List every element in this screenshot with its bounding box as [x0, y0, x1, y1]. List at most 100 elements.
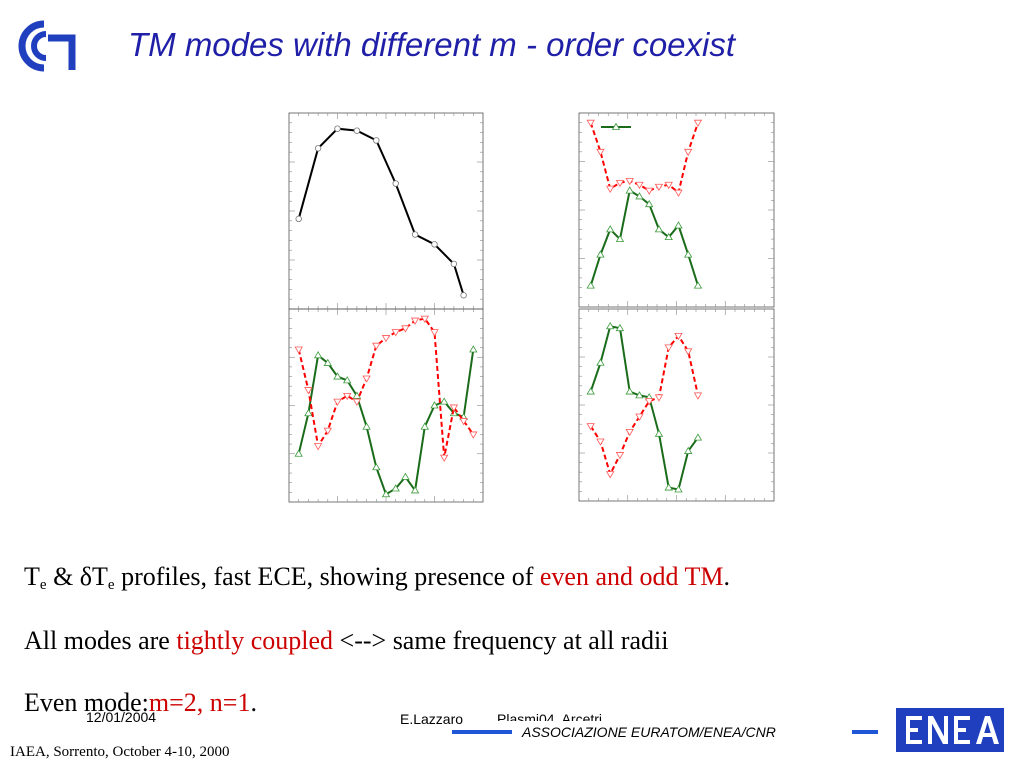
data-point	[401, 325, 410, 333]
data-point	[693, 392, 703, 400]
data-point	[381, 335, 391, 343]
cnr-logo	[18, 20, 76, 72]
panel-frame	[288, 112, 484, 310]
caption-te: T	[24, 562, 40, 591]
data-point	[615, 323, 625, 332]
enea-logo	[896, 708, 1004, 752]
data-point	[654, 183, 664, 192]
caption-frequency-text: <--> same frequency at all radii	[333, 626, 669, 655]
caption-line-2: All modes are tightly coupled <--> same …	[24, 626, 668, 656]
series-line-1	[589, 325, 699, 491]
data-point	[606, 225, 615, 233]
panel-bottom-left	[288, 308, 484, 503]
data-point	[343, 392, 352, 401]
caption-even-mode-text: Even mode:	[24, 688, 149, 717]
data-point	[392, 180, 399, 187]
data-point	[654, 225, 664, 233]
footer-event: Plasmi04, Arcetri	[497, 711, 603, 721]
caption-line-1: Te & δTe profiles, fast ECE, showing pre…	[24, 562, 730, 594]
caption-modes-text: All modes are	[24, 626, 177, 655]
caption-mode-numbers-highlight: m=2, n=1	[148, 688, 251, 717]
panel-bottom-right	[578, 308, 775, 502]
panel-top-right	[578, 112, 775, 308]
footer-bar-left	[452, 730, 512, 734]
data-point	[684, 250, 693, 258]
data-point	[625, 387, 634, 395]
data-point	[373, 137, 380, 144]
series-line-2	[589, 122, 699, 195]
data-point	[674, 189, 683, 197]
data-point	[645, 398, 654, 406]
data-point	[596, 250, 605, 258]
data-point	[664, 344, 673, 352]
footer-author: E.Lazzaro	[400, 711, 464, 727]
caption-dte: & δT	[46, 562, 108, 591]
data-point	[391, 329, 400, 337]
data-point	[333, 398, 342, 406]
data-point	[596, 438, 605, 446]
data-point	[430, 329, 439, 337]
data-point	[615, 234, 625, 243]
slide-title: TM modes with different m - order coexis…	[128, 26, 736, 63]
series-line-1	[297, 349, 475, 496]
data-point	[343, 376, 352, 384]
footer-conference: IAEA, Sorrento, October 4-10, 2000	[10, 744, 230, 760]
data-point	[596, 358, 605, 366]
data-point	[635, 391, 644, 399]
data-point	[420, 422, 429, 430]
caption-te-sub: e	[39, 577, 47, 593]
data-point	[645, 187, 654, 195]
data-point	[304, 387, 313, 395]
data-point	[352, 398, 362, 406]
caption-coupled-highlight: tightly coupled	[176, 626, 334, 655]
data-point	[440, 454, 449, 462]
panel-frame	[578, 112, 775, 308]
data-point	[430, 401, 439, 409]
data-point	[586, 281, 595, 289]
data-point	[362, 422, 371, 430]
data-point	[295, 215, 302, 223]
data-point	[674, 485, 683, 493]
footer-association: ASSOCIAZIONE EURATOM/ENEA/CNR	[522, 724, 776, 740]
data-point	[586, 387, 595, 395]
caption-even-odd-highlight: even and odd TM	[539, 562, 724, 591]
data-point	[372, 462, 381, 471]
data-point	[460, 292, 467, 299]
data-point	[693, 119, 703, 127]
data-point	[323, 427, 332, 435]
caption-line-3: Even mode:m=2, n=1.	[24, 688, 257, 718]
caption-dte-sub: e	[107, 577, 115, 593]
data-point	[684, 348, 693, 356]
data-point	[684, 148, 693, 157]
series-line-2	[589, 334, 699, 477]
data-point	[333, 372, 342, 380]
data-point	[625, 428, 634, 437]
data-point	[606, 185, 615, 193]
data-point	[635, 413, 644, 421]
data-point	[693, 433, 703, 441]
data-point	[313, 351, 323, 359]
data-point	[391, 484, 400, 492]
data-point	[431, 241, 438, 248]
caption-line3-end: .	[250, 688, 257, 717]
data-point	[635, 192, 644, 200]
data-point	[606, 321, 615, 330]
data-point	[401, 472, 410, 480]
data-point	[635, 181, 644, 190]
series-line-1	[589, 189, 699, 287]
caption-line1-end: .	[723, 562, 731, 591]
footer-bar-right	[852, 730, 878, 734]
data-point	[294, 346, 303, 354]
data-point	[596, 148, 605, 157]
data-point	[625, 177, 634, 186]
data-point	[323, 358, 332, 366]
data-point	[664, 483, 673, 491]
data-point	[625, 186, 634, 194]
data-point	[664, 181, 673, 190]
data-point	[410, 317, 420, 325]
data-point	[450, 260, 458, 268]
data-point	[654, 394, 664, 402]
data-point	[469, 345, 478, 353]
data-point	[586, 423, 595, 431]
